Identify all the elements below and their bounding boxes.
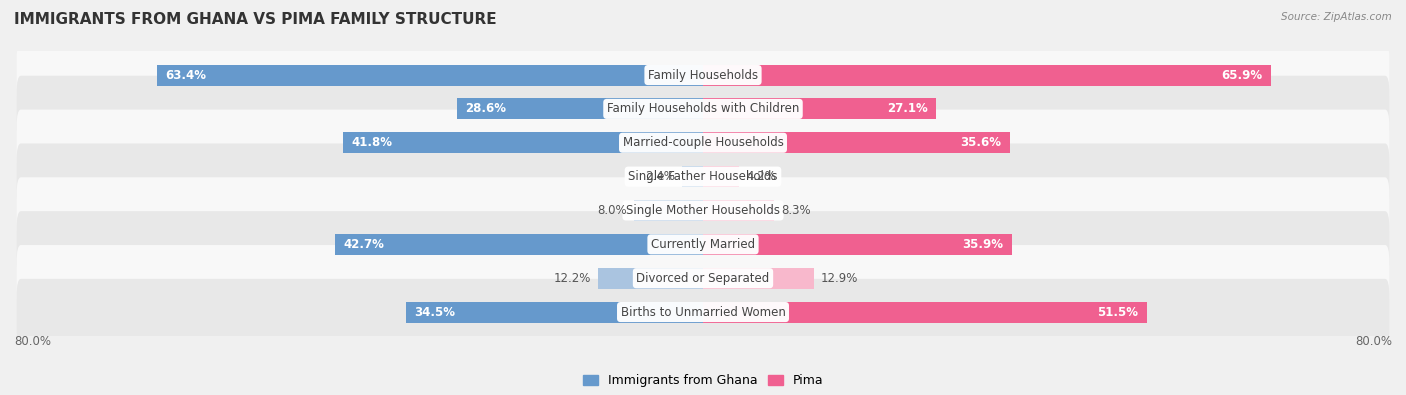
Text: IMMIGRANTS FROM GHANA VS PIMA FAMILY STRUCTURE: IMMIGRANTS FROM GHANA VS PIMA FAMILY STR…: [14, 12, 496, 27]
FancyBboxPatch shape: [17, 143, 1389, 210]
FancyBboxPatch shape: [17, 211, 1389, 278]
FancyBboxPatch shape: [17, 279, 1389, 345]
Bar: [335, 234, 703, 255]
Bar: [703, 200, 775, 221]
Text: 12.9%: 12.9%: [821, 272, 858, 285]
Text: Married-couple Households: Married-couple Households: [623, 136, 783, 149]
FancyBboxPatch shape: [17, 109, 1389, 176]
Bar: [343, 132, 703, 153]
Bar: [406, 301, 703, 323]
Text: 4.2%: 4.2%: [747, 170, 776, 183]
Text: Single Mother Households: Single Mother Households: [626, 204, 780, 217]
FancyBboxPatch shape: [17, 245, 1389, 311]
Text: 42.7%: 42.7%: [344, 238, 385, 251]
Text: 65.9%: 65.9%: [1220, 69, 1263, 81]
Bar: [703, 166, 740, 187]
Bar: [634, 200, 703, 221]
Text: 51.5%: 51.5%: [1097, 306, 1137, 318]
Bar: [457, 98, 703, 119]
Text: 41.8%: 41.8%: [352, 136, 392, 149]
Text: 12.2%: 12.2%: [554, 272, 591, 285]
Bar: [682, 166, 703, 187]
FancyBboxPatch shape: [17, 177, 1389, 244]
Bar: [703, 234, 1012, 255]
Text: 8.0%: 8.0%: [598, 204, 627, 217]
Text: Divorced or Separated: Divorced or Separated: [637, 272, 769, 285]
Bar: [703, 64, 1271, 86]
Text: 35.9%: 35.9%: [963, 238, 1004, 251]
Text: 35.6%: 35.6%: [960, 136, 1001, 149]
Text: 34.5%: 34.5%: [415, 306, 456, 318]
Bar: [703, 132, 1010, 153]
Text: Births to Unmarried Women: Births to Unmarried Women: [620, 306, 786, 318]
Text: Family Households with Children: Family Households with Children: [607, 102, 799, 115]
Text: 8.3%: 8.3%: [782, 204, 811, 217]
Bar: [598, 268, 703, 289]
Text: 63.4%: 63.4%: [166, 69, 207, 81]
Bar: [703, 98, 936, 119]
Text: Family Households: Family Households: [648, 69, 758, 81]
Text: 80.0%: 80.0%: [1355, 335, 1392, 348]
Bar: [703, 301, 1146, 323]
Bar: [157, 64, 703, 86]
Text: 27.1%: 27.1%: [887, 102, 928, 115]
Text: 80.0%: 80.0%: [14, 335, 51, 348]
FancyBboxPatch shape: [17, 76, 1389, 142]
Text: 28.6%: 28.6%: [465, 102, 506, 115]
Text: Single Father Households: Single Father Households: [628, 170, 778, 183]
FancyBboxPatch shape: [17, 42, 1389, 108]
Text: Source: ZipAtlas.com: Source: ZipAtlas.com: [1281, 12, 1392, 22]
Legend: Immigrants from Ghana, Pima: Immigrants from Ghana, Pima: [578, 369, 828, 392]
Text: Currently Married: Currently Married: [651, 238, 755, 251]
Text: 2.4%: 2.4%: [645, 170, 675, 183]
Bar: [703, 268, 814, 289]
